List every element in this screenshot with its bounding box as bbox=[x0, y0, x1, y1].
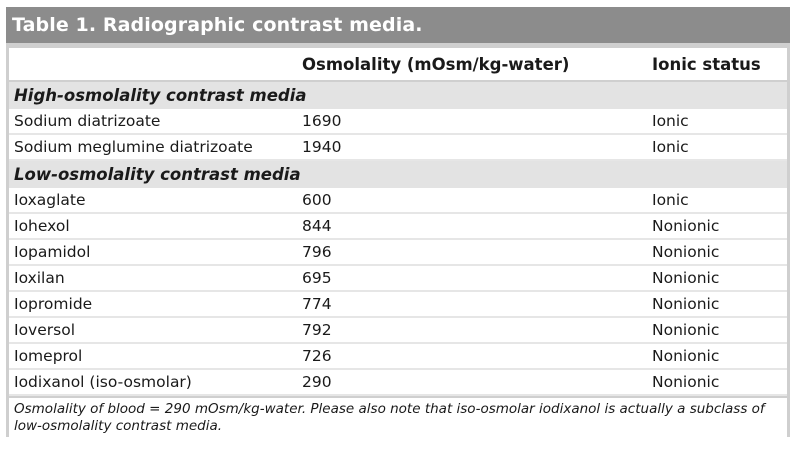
cell-osmolality: 792 bbox=[297, 317, 647, 344]
cell-ionic: Nonionic bbox=[647, 317, 787, 344]
section-row-low-osmolality: Low-osmolality contrast media bbox=[9, 160, 787, 188]
table-row: Ioversol 792 Nonionic bbox=[9, 317, 787, 344]
header-compound bbox=[9, 48, 297, 82]
footnote-line: low-osmolality contrast media. bbox=[14, 418, 223, 434]
data-table: Osmolality (mOsm/kg-water) Ionic status … bbox=[9, 48, 787, 396]
table-row: Ioxilan 695 Nonionic bbox=[9, 265, 787, 292]
cell-osmolality: 774 bbox=[297, 291, 647, 318]
cell-name: Iodixanol (iso-osmolar) bbox=[9, 369, 297, 396]
cell-osmolality: 726 bbox=[297, 343, 647, 370]
header-row: Osmolality (mOsm/kg-water) Ionic status bbox=[9, 48, 787, 82]
cell-ionic: Nonionic bbox=[647, 213, 787, 240]
table-row: Sodium meglumine diatrizoate 1940 Ionic bbox=[9, 134, 787, 161]
cell-ionic: Ionic bbox=[647, 109, 787, 135]
cell-name: Ioxilan bbox=[9, 265, 297, 292]
table-title: Table 1. Radiographic contrast media. bbox=[6, 7, 790, 43]
table-body: Osmolality (mOsm/kg-water) Ionic status … bbox=[9, 48, 787, 438]
table-footnote: Osmolality of blood = 290 mOsm/kg-water.… bbox=[9, 396, 787, 438]
cell-osmolality: 600 bbox=[297, 188, 647, 214]
cell-name: Iopamidol bbox=[9, 239, 297, 266]
cell-name: Sodium meglumine diatrizoate bbox=[9, 134, 297, 161]
cell-name: Ioxaglate bbox=[9, 188, 297, 214]
cell-ionic: Nonionic bbox=[647, 291, 787, 318]
table-row: Iopamidol 796 Nonionic bbox=[9, 239, 787, 266]
cell-ionic: Ionic bbox=[647, 134, 787, 161]
table-row: Ioxaglate 600 Ionic bbox=[9, 188, 787, 214]
cell-ionic: Nonionic bbox=[647, 343, 787, 370]
cell-ionic: Nonionic bbox=[647, 265, 787, 292]
table-row: Iohexol 844 Nonionic bbox=[9, 213, 787, 240]
cell-osmolality: 290 bbox=[297, 369, 647, 396]
cell-ionic: Ionic bbox=[647, 188, 787, 214]
cell-name: Iohexol bbox=[9, 213, 297, 240]
cell-name: Iomeprol bbox=[9, 343, 297, 370]
table-row: Iopromide 774 Nonionic bbox=[9, 291, 787, 318]
cell-osmolality: 844 bbox=[297, 213, 647, 240]
cell-name: Ioversol bbox=[9, 317, 297, 344]
header-ionic-status: Ionic status bbox=[647, 48, 787, 82]
footnote-line: Osmolality of blood = 290 mOsm/kg-water.… bbox=[14, 401, 765, 417]
section-label: High-osmolality contrast media bbox=[9, 81, 787, 109]
table-row: Iodixanol (iso-osmolar) 290 Nonionic bbox=[9, 369, 787, 396]
cell-osmolality: 796 bbox=[297, 239, 647, 266]
table-row: Sodium diatrizoate 1690 Ionic bbox=[9, 109, 787, 135]
cell-name: Sodium diatrizoate bbox=[9, 109, 297, 135]
section-label: Low-osmolality contrast media bbox=[9, 160, 787, 188]
contrast-media-table: Table 1. Radiographic contrast media. Os… bbox=[6, 7, 790, 438]
cell-osmolality: 695 bbox=[297, 265, 647, 292]
table-row: Iomeprol 726 Nonionic bbox=[9, 343, 787, 370]
cell-osmolality: 1690 bbox=[297, 109, 647, 135]
cell-ionic: Nonionic bbox=[647, 239, 787, 266]
cell-osmolality: 1940 bbox=[297, 134, 647, 161]
cell-name: Iopromide bbox=[9, 291, 297, 318]
header-osmolality: Osmolality (mOsm/kg-water) bbox=[297, 48, 647, 82]
cell-ionic: Nonionic bbox=[647, 369, 787, 396]
section-row-high-osmolality: High-osmolality contrast media bbox=[9, 81, 787, 109]
